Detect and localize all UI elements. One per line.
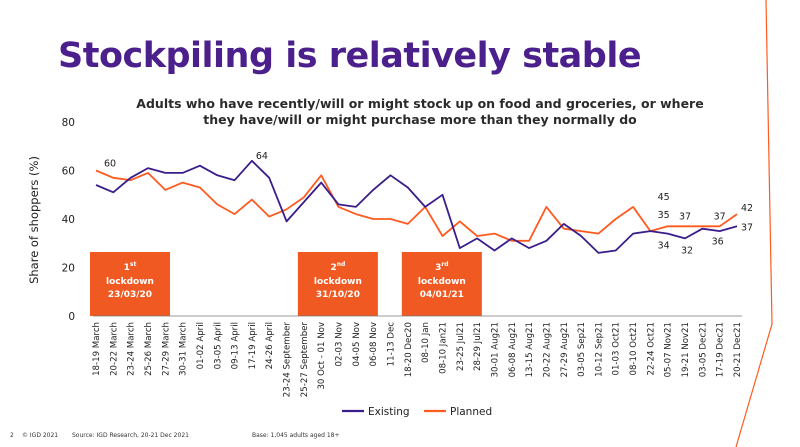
y-tick-label: 60 (62, 166, 75, 178)
data-label: 35 (658, 210, 670, 221)
base-note: Base: 1,045 adults aged 18+ (252, 432, 340, 439)
legend: Existing Planned (342, 406, 492, 418)
x-tick-label: 30 Oct - 01 Nov (317, 322, 327, 390)
slide-title: Stockpiling is relatively stable (58, 36, 642, 76)
y-tick-label: 20 (62, 263, 75, 275)
source-note: Source: IGD Research, 20-21 Dec 2021 (72, 432, 189, 439)
lockdown-box (90, 252, 170, 316)
lockdown-text: lockdown (418, 277, 466, 287)
x-tick-label: 25-27 September (300, 322, 310, 398)
legend-label: Planned (450, 406, 492, 418)
series-line-planned (95, 169, 738, 242)
data-label: 34 (658, 241, 670, 252)
x-tick-label: 06-08 Aug21 (508, 322, 518, 377)
series-line-existing (95, 159, 738, 254)
data-label: 32 (681, 245, 693, 256)
x-tick-label: 10-12 Sep21 (594, 322, 604, 377)
lockdown-date: 31/10/20 (316, 290, 360, 300)
x-tick-label: 13-15 Aug21 (525, 322, 535, 377)
x-tick-label: 30-01 Aug21 (490, 322, 500, 377)
copyright: © IGD 2021 (22, 432, 59, 439)
data-label: 60 (104, 159, 116, 170)
x-tick-label: 02-03 Nov (335, 322, 345, 366)
x-tick-label: 20-22 March (109, 322, 119, 376)
x-tick-label: 17-19 April (248, 322, 258, 369)
lockdown-text: lockdown (106, 277, 154, 287)
y-tick-label: 0 (68, 311, 75, 323)
x-tick-label: 20-22 Aug21 (542, 322, 552, 377)
lockdown-date: 23/03/20 (108, 290, 152, 300)
x-tick-label: 03-05 Sep21 (577, 322, 587, 377)
x-tick-label: 04-05 Nov (352, 322, 362, 366)
x-tick-label: 23-25 Jul21 (456, 322, 466, 371)
x-tick-label: 06-08 Nov (369, 322, 379, 366)
lockdown-box (401, 252, 482, 316)
lockdown-text: lockdown (314, 277, 362, 287)
x-tick-label: 27-29 Aug21 (560, 322, 570, 377)
x-tick-label: 20-21 Dec21 (733, 322, 743, 377)
data-label: 64 (256, 151, 268, 162)
y-tick-label: 40 (62, 214, 75, 226)
data-label: 37 (714, 211, 726, 222)
legend-label: Existing (368, 406, 410, 418)
x-tick-label: 09-13 April (231, 322, 241, 369)
series-lines (95, 159, 738, 254)
x-tick-label: 22-24 Oct21 (646, 322, 656, 376)
x-tick-label: 11-13 Dec (387, 322, 397, 367)
x-tick-label: 25-26 March (144, 322, 154, 376)
data-label: 37 (679, 211, 691, 222)
x-tick-label: 05-07 Nov21 (664, 322, 674, 377)
data-label: 42 (741, 203, 753, 214)
x-tick-label: 19-21 Nov21 (681, 322, 691, 377)
x-tick-label: 23-24 September (283, 322, 293, 398)
x-tick-label: 17-19 Dec21 (716, 322, 726, 377)
x-tick-label: 03-05 April (213, 322, 223, 369)
x-tick-label: 27-29 March (161, 322, 171, 376)
x-tick-label: 01-02 April (196, 322, 206, 369)
y-axis: 0 20 40 60 80 (62, 117, 75, 323)
x-tick-label: 23-24 March (127, 322, 137, 376)
x-tick-label: 18-20 Dec20 (404, 322, 414, 377)
data-label: 37 (741, 222, 753, 233)
x-tick-label: 08-10 Jan21 (438, 322, 448, 374)
x-tick-label: 30-31 March (179, 322, 189, 376)
lockdown-annotations: 1stlockdown23/03/202ndlockdown31/10/203r… (90, 252, 482, 316)
y-axis-label: Share of shoppers (%) (27, 156, 41, 284)
x-axis-ticks: 18-19 March 20-22 March 23-24 March 25-26 M… (92, 322, 743, 398)
data-label: 36 (712, 237, 724, 248)
x-tick-label: 28-29 Jul21 (473, 322, 483, 371)
y-tick-label: 80 (62, 117, 75, 129)
x-tick-label: 08-10 Jan (421, 322, 431, 363)
data-label: 45 (658, 192, 670, 203)
lockdown-box (297, 252, 378, 316)
x-tick-label: 24-26 April (265, 322, 275, 369)
chart-subtitle: Adults who have recently/will or might s… (136, 96, 704, 127)
data-labels: 60 64 45 35 37 37 42 34 32 36 37 (104, 151, 753, 257)
page-number: 2 (10, 432, 14, 439)
x-tick-label: 08-10 Oct21 (629, 322, 639, 376)
x-tick-label: 03-05 Dec21 (698, 322, 708, 377)
x-tick-label: 18-19 March (92, 322, 102, 376)
lockdown-date: 04/01/21 (420, 290, 464, 300)
x-tick-label: 01-03 Oct21 (612, 322, 622, 376)
corner-accent-line (735, 0, 773, 447)
